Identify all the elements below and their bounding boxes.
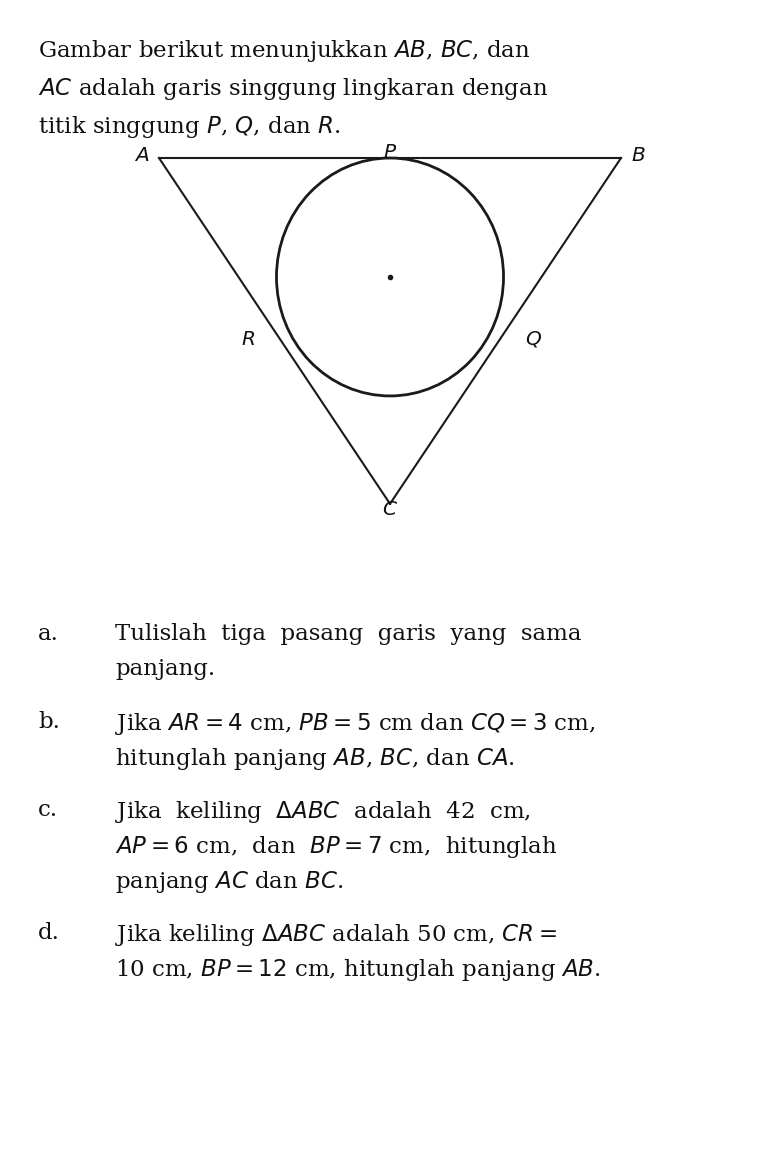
Text: Gambar berikut menunjukkan $AB$, $BC$, dan: Gambar berikut menunjukkan $AB$, $BC$, d… [38, 39, 530, 64]
Text: $P$: $P$ [383, 142, 397, 162]
Text: hitunglah panjang $AB$, $BC$, dan $CA$.: hitunglah panjang $AB$, $BC$, dan $CA$. [115, 746, 515, 772]
Text: d.: d. [38, 922, 60, 944]
Text: $R$: $R$ [240, 329, 255, 349]
Text: $Q$: $Q$ [525, 329, 542, 349]
Text: b.: b. [38, 711, 60, 734]
Text: $A$: $A$ [133, 146, 149, 165]
Text: Jika keliling $\Delta ABC$ adalah 50 cm, $CR=$: Jika keliling $\Delta ABC$ adalah 50 cm,… [115, 922, 557, 948]
Text: $AP = 6$ cm,  dan  $BP = 7$ cm,  hitunglah: $AP = 6$ cm, dan $BP = 7$ cm, hitunglah [115, 834, 558, 860]
Text: $B$: $B$ [631, 146, 646, 165]
Text: Jika  keliling  $\Delta ABC$  adalah  42  cm,: Jika keliling $\Delta ABC$ adalah 42 cm, [115, 799, 530, 825]
Text: panjang $AC$ dan $BC$.: panjang $AC$ dan $BC$. [115, 869, 343, 895]
Text: panjang.: panjang. [115, 658, 215, 680]
Text: Tulislah  tiga  pasang  garis  yang  sama: Tulislah tiga pasang garis yang sama [115, 623, 582, 645]
Text: titik singgung $P$, $Q$, dan $R$.: titik singgung $P$, $Q$, dan $R$. [38, 114, 341, 140]
Text: $C$: $C$ [382, 500, 398, 519]
Text: $AC$ adalah garis singgung lingkaran dengan: $AC$ adalah garis singgung lingkaran den… [38, 76, 548, 102]
Text: Jika $AR=4$ cm, $PB=5$ cm dan $CQ=3$ cm,: Jika $AR=4$ cm, $PB=5$ cm dan $CQ=3$ cm, [115, 711, 595, 737]
Text: 10 cm, $BP = 12$ cm, hitunglah panjang $AB$.: 10 cm, $BP = 12$ cm, hitunglah panjang $… [115, 957, 601, 983]
Text: a.: a. [38, 623, 58, 645]
Text: c.: c. [38, 799, 58, 821]
